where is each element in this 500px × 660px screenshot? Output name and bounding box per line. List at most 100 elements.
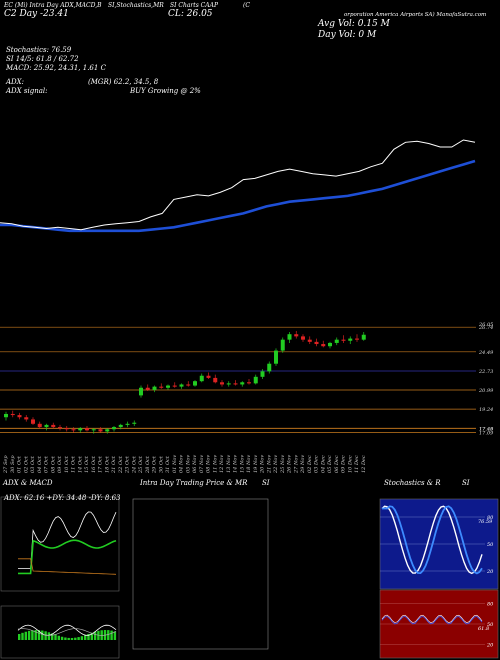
- rsi-tick: 50: [487, 622, 494, 628]
- candle-body: [125, 423, 130, 425]
- candle-body: [31, 419, 35, 424]
- date-tick-label: 09 Dec: [341, 455, 347, 473]
- macd-bar: [107, 630, 110, 640]
- candle-body: [118, 424, 123, 428]
- macd-bar: [80, 636, 84, 640]
- macd-bar: [90, 632, 93, 640]
- rsi-value: 61.8: [478, 626, 489, 632]
- date-tick-label: 26 Nov: [287, 455, 293, 474]
- header-close: CL: 26.05: [168, 9, 213, 19]
- date-tick-label: 23 Oct: [125, 455, 131, 474]
- candle-body: [17, 415, 22, 418]
- adx-panel-values: ADX: 62.16 +DY: 34.48 -DY: 8.63: [3, 494, 121, 502]
- date-tick-label: 12 Nov: [219, 455, 225, 473]
- date-tick-label: 29 Nov: [300, 455, 306, 474]
- macd-bar: [47, 632, 51, 640]
- date-tick-label: 17 Oct: [98, 455, 104, 473]
- stoch-tick: 80: [487, 515, 494, 521]
- stoch-tick: 50: [487, 542, 494, 548]
- candle-body: [274, 350, 278, 364]
- macd-bar: [93, 631, 97, 640]
- candle-body: [58, 427, 62, 429]
- header-line1-a: EC (Mi) Intra Day ADX,MACD,B: [4, 2, 102, 9]
- candle-body: [260, 371, 265, 377]
- date-tick-label: 15 Oct: [84, 455, 90, 473]
- candle-body: [105, 429, 110, 432]
- candle-body: [361, 334, 366, 340]
- level-label: 17.49: [479, 426, 494, 432]
- date-tick-label: 25 Oct: [138, 455, 144, 474]
- macd-bar: [21, 632, 24, 640]
- date-tick-label: 29 Oct: [152, 455, 158, 474]
- macd-bar: [37, 630, 41, 640]
- date-tick-label: 02 Oct: [23, 455, 29, 473]
- date-tick-label: 10 Oct: [64, 455, 70, 473]
- date-tick-label: 01 Nov: [172, 455, 178, 473]
- candle-body: [287, 334, 292, 340]
- macd-bar: [87, 633, 90, 640]
- macd-bar: [24, 631, 27, 640]
- intra-panel-title: Intra Day Trading Price & MR: [140, 479, 248, 487]
- candle-body: [37, 423, 42, 428]
- candle-body: [71, 429, 76, 431]
- macd-bar: [74, 637, 77, 640]
- macd-bar: [84, 635, 87, 640]
- date-tick-label: 11 Oct: [71, 455, 77, 473]
- level-label: 17.48: [479, 426, 493, 432]
- date-tick-label: 04 Oct: [37, 455, 43, 473]
- adx-line: [18, 511, 117, 569]
- minus-di-line: [18, 558, 117, 575]
- candle-body: [321, 344, 326, 347]
- date-tick-label: 28 Oct: [145, 455, 151, 474]
- intra-panel-si: SI: [262, 479, 270, 487]
- date-tick-label: 20 Nov: [260, 455, 266, 474]
- level-label: 24.49: [478, 350, 494, 356]
- level-label: 17.09: [479, 431, 494, 437]
- si-readout: SI 14/5: 61.8 / 62.72: [6, 55, 79, 63]
- signal-line: [17, 628, 117, 636]
- candlestick-chart: 26.74 24.49 22.73 20.99 19.24 17.4917.0917.48…: [0, 322, 494, 474]
- date-tick-label: 14 Nov: [233, 455, 239, 473]
- candle-body: [172, 385, 177, 387]
- date-tick-label: 30 Oct: [158, 455, 164, 473]
- macd-bar: [67, 637, 70, 640]
- price-line: [0, 139, 476, 231]
- header-day-change: C2 Day -23.41: [4, 9, 69, 19]
- date-tick-label: 10 Dec: [347, 455, 353, 473]
- candle-body: [91, 429, 96, 431]
- candle-body: [51, 424, 56, 428]
- macd-bar: [34, 630, 37, 640]
- date-tick-label: 01 Oct: [17, 455, 23, 473]
- macd-bar: [18, 634, 21, 640]
- header-line1-d: (C: [243, 2, 250, 9]
- rsi-tick: 80: [487, 602, 494, 608]
- date-tick-label: 25 Nov: [280, 455, 286, 474]
- date-tick-label: 03 Oct: [30, 455, 36, 473]
- candle-body: [44, 424, 49, 428]
- date-tick-label: 07 Nov: [199, 455, 205, 473]
- candle-body: [226, 383, 231, 385]
- candle-body: [206, 375, 211, 378]
- candle-body: [193, 381, 197, 386]
- candle-body: [247, 382, 251, 384]
- candle-body: [166, 385, 170, 388]
- date-tick-label: 27 Sep: [3, 455, 9, 474]
- date-tick-label: 08 Nov: [206, 455, 212, 473]
- macd-bar: [77, 637, 80, 640]
- candle-body: [355, 338, 359, 340]
- stoch-panel-si: SI: [462, 479, 470, 487]
- candle-body: [199, 375, 204, 382]
- macd-bar: [70, 637, 74, 640]
- stoch-value: 76.59: [478, 519, 493, 525]
- date-tick-label: 05 Dec: [327, 455, 333, 473]
- top-price-label: 26.05: [478, 322, 493, 328]
- date-tick-label: 30 Sep: [10, 455, 16, 473]
- date-tick-label: 15 Nov: [239, 455, 245, 473]
- macd-bar: [54, 634, 57, 640]
- date-tick-label: 04 Dec: [320, 455, 326, 473]
- stoch-panel-title: Stochastics & R: [384, 479, 441, 487]
- adx-panel-title: ADX & MACD: [3, 479, 53, 487]
- macd-bar: [27, 630, 31, 640]
- candle-body: [179, 384, 184, 387]
- candle-body: [64, 428, 69, 430]
